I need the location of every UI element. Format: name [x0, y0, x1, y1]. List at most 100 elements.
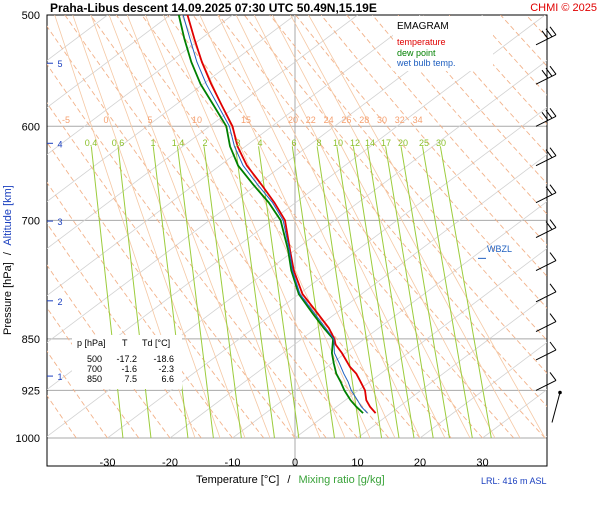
- wind-barb-feather: [550, 66, 556, 74]
- dry-adiabat-label: -5: [62, 115, 70, 125]
- wind-barb-staff: [536, 261, 556, 271]
- wind-barb-staff: [536, 292, 556, 302]
- pressure-tick-label: 925: [22, 385, 40, 397]
- wind-barb: [552, 391, 562, 423]
- moist-adiabat: [236, 15, 445, 438]
- x-axis-label-mixing: Mixing ratio [g/kg]: [298, 474, 384, 486]
- mixing-ratio-label: 0.6: [112, 138, 125, 148]
- moist-adiabat-label: 32: [395, 115, 405, 125]
- pressure-tick-label: 850: [22, 334, 40, 346]
- lrl-text: LRL: 416 m ASL: [481, 476, 547, 486]
- temperature-tick-label: -20: [162, 457, 178, 469]
- dry-adiabat: [398, 15, 600, 438]
- copyright-text: CHMI © 2025: [530, 2, 597, 14]
- mixing-ratio-label: 3: [235, 138, 240, 148]
- moist-adiabat-label: 28: [359, 115, 369, 125]
- temperature-tick-label: 10: [351, 457, 363, 469]
- dry-adiabat: [578, 15, 600, 438]
- altitude-tick-label: 4: [57, 139, 62, 149]
- wind-barb-staff: [536, 322, 556, 332]
- wind-barb: [536, 220, 556, 238]
- dry-adiabat: [373, 15, 600, 438]
- moist-adiabat: [218, 15, 420, 438]
- altitude-tick-label: 5: [57, 59, 62, 69]
- moist-adiabat-label: 26: [341, 115, 351, 125]
- wind-barb: [536, 185, 556, 203]
- table-cell: 6.6: [161, 374, 174, 384]
- mixing-ratio-label: 12: [350, 138, 360, 148]
- table-cell: -1.6: [121, 364, 137, 374]
- series-wet-bulb-temp-line: [183, 15, 367, 413]
- table-cell: 500: [87, 354, 102, 364]
- table-header-temp: T: [122, 338, 128, 348]
- wind-barbs-layer: [536, 27, 562, 423]
- dry-adiabat-label: 5: [147, 115, 152, 125]
- skew-line: [233, 15, 600, 438]
- mixing-ratio-label: 6: [291, 138, 296, 148]
- wind-barb: [536, 148, 556, 166]
- moist-adiabat-label: 22: [306, 115, 316, 125]
- wind-barb-feather: [550, 148, 556, 156]
- mixing-ratio-line: [353, 146, 399, 438]
- legend-item-wet-bulb: wet bulb temp.: [396, 58, 456, 68]
- dry-adiabat-label: 15: [241, 115, 251, 125]
- wind-barb: [536, 342, 556, 360]
- altitude-tick-label: 3: [57, 217, 62, 227]
- skew-line: [170, 15, 600, 438]
- wind-barb: [536, 66, 556, 84]
- dry-adiabat: [526, 15, 600, 438]
- wind-barb: [536, 314, 556, 332]
- mixing-ratio-label: 20: [398, 138, 408, 148]
- y-axis-label-pressure: Pressure [hPa]: [2, 262, 14, 335]
- temperature-tick-label: -10: [225, 457, 241, 469]
- mixing-ratio-label: 8: [316, 138, 321, 148]
- wind-barb: [536, 284, 556, 302]
- y-axis-label-separator: /: [2, 251, 14, 255]
- pressure-tick-label: 1000: [16, 433, 40, 445]
- wind-barb: [536, 372, 556, 390]
- altitude-tick-label: 1: [57, 372, 62, 382]
- moist-adiabat-label: 24: [324, 115, 334, 125]
- mixing-ratio-label: 0.4: [85, 138, 98, 148]
- mixing-ratio-label: 14: [365, 138, 375, 148]
- moist-adiabat-label: 34: [413, 115, 423, 125]
- grid-layer: [47, 15, 547, 466]
- dry-adiabat: [475, 15, 600, 438]
- wind-barb-staff: [536, 350, 556, 360]
- wind-barb-dot: [558, 391, 562, 395]
- mixing-ratio-label: 10: [333, 138, 343, 148]
- legend-item-temperature: temperature: [397, 37, 446, 47]
- legend-title: EMAGRAM: [397, 21, 449, 32]
- wind-barb-feather: [550, 220, 556, 228]
- plot-frame: [47, 15, 547, 466]
- table-header-dewpoint: Td [°C]: [142, 338, 170, 348]
- table-cell: 7.5: [124, 374, 137, 384]
- skew-line: [545, 15, 600, 438]
- wind-barb-feather: [550, 253, 556, 261]
- dry-adiabat: [552, 15, 600, 438]
- wind-barb-feather: [550, 27, 556, 35]
- table-header-pressure: p [hPa]: [77, 338, 106, 348]
- dry-adiabat: [142, 15, 483, 438]
- mixing-ratio-label: 25: [419, 138, 429, 148]
- table-cell: -17.2: [116, 354, 137, 364]
- x-axis-label: Temperature [°C] / Mixing ratio [g/kg]: [196, 474, 385, 486]
- pressure-tick-label: 700: [22, 215, 40, 227]
- altitude-tick-label: 2: [57, 297, 62, 307]
- mixing-ratio-line: [118, 146, 151, 438]
- mixing-ratio-label: 4: [257, 138, 262, 148]
- mixing-ratio-label: 30: [436, 138, 446, 148]
- wbzl-label: WBZL: [487, 244, 512, 254]
- svg-text:Pressure [hPa] /: Pressure [hPa] / Altitude [km]: [2, 185, 14, 335]
- temperature-tick-label: 0: [292, 457, 298, 469]
- y-axis-label: Pressure [hPa] / Altitude [km]: [2, 185, 14, 335]
- dry-adiabat-label: 0: [103, 115, 108, 125]
- pressure-tick-label: 600: [22, 121, 40, 133]
- temperature-tick-label: 20: [414, 457, 426, 469]
- wind-barb-feather: [550, 284, 556, 292]
- table-cell: -18.6: [153, 354, 174, 364]
- mixing-ratio-line: [204, 146, 241, 438]
